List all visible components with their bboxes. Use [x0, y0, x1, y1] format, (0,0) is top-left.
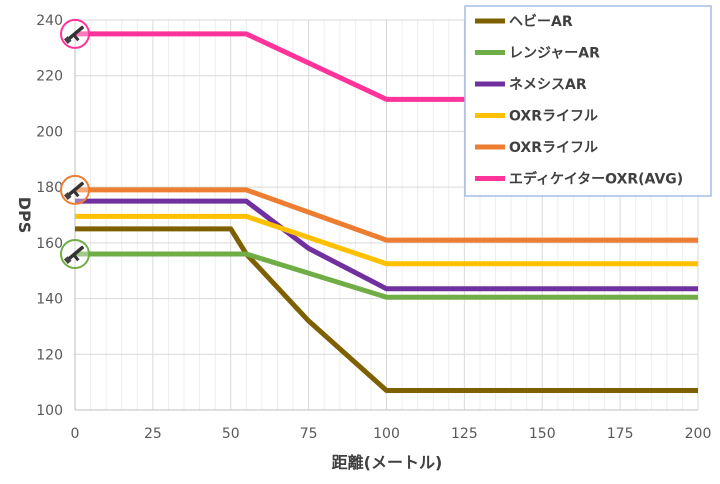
rifle-body	[65, 245, 84, 262]
y-tick-label: 200	[36, 124, 63, 140]
series-line	[75, 213, 698, 267]
x-tick-label: 100	[373, 426, 400, 442]
y-axis-title: DPS	[15, 197, 34, 234]
y-tick-label: 120	[36, 347, 63, 363]
point-markers	[60, 18, 90, 269]
series-line	[75, 187, 698, 243]
legend-label: OXRライフル	[509, 109, 598, 125]
y-tick-label: 160	[36, 236, 63, 252]
legend-label: OXRライフル	[509, 140, 598, 156]
y-tick-label: 100	[36, 403, 63, 419]
legend-label: ネメシスAR	[509, 77, 587, 93]
legend-box	[464, 5, 712, 197]
legend-label: ヘビーAR	[509, 14, 573, 30]
x-tick-label: 150	[529, 426, 556, 442]
rifle-icon	[63, 181, 84, 200]
x-axis-title: 距離(メートル)	[332, 453, 443, 472]
rifle-grip	[73, 34, 80, 42]
y-tick-label: 180	[36, 180, 63, 196]
rifle-body	[65, 181, 84, 198]
series-line	[75, 251, 698, 300]
series-marker	[60, 239, 90, 269]
legend-label: レンジャーAR	[509, 46, 600, 62]
x-tick-label: 0	[71, 426, 80, 442]
rifle-stock	[63, 256, 72, 265]
heavy-rifle-icon	[63, 245, 84, 265]
y-tick-label: 220	[36, 69, 63, 85]
rifle-body	[65, 25, 84, 42]
x-tick-label: 75	[300, 426, 318, 442]
legend: ヘビーAR レンジャーAR ネメシスAR OXRライフル OXRライフルエディケイターO…	[464, 5, 712, 197]
legend-label: エディケイターOXR(AVG)	[509, 171, 683, 188]
y-tick-label: 240	[36, 13, 63, 29]
x-tick-label: 50	[222, 426, 240, 442]
rifle-grip	[73, 190, 80, 198]
series-marker	[60, 174, 90, 205]
x-tick-label: 175	[607, 426, 634, 442]
y-tick-label: 140	[36, 292, 63, 308]
series-marker	[60, 18, 90, 49]
rifle-stock	[63, 36, 72, 44]
rifle-stock	[63, 192, 72, 200]
series-line	[75, 198, 698, 292]
x-tick-label: 125	[451, 426, 478, 442]
rifle-grip	[73, 254, 80, 262]
x-tick-label: 25	[144, 426, 162, 442]
rifle-icon	[63, 25, 84, 44]
x-tick-label: 200	[685, 426, 712, 442]
series-line	[75, 226, 698, 393]
